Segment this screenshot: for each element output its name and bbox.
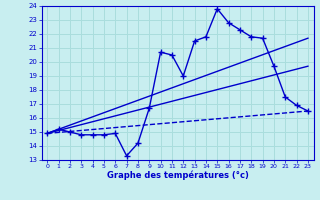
- X-axis label: Graphe des températures (°c): Graphe des températures (°c): [107, 171, 249, 180]
